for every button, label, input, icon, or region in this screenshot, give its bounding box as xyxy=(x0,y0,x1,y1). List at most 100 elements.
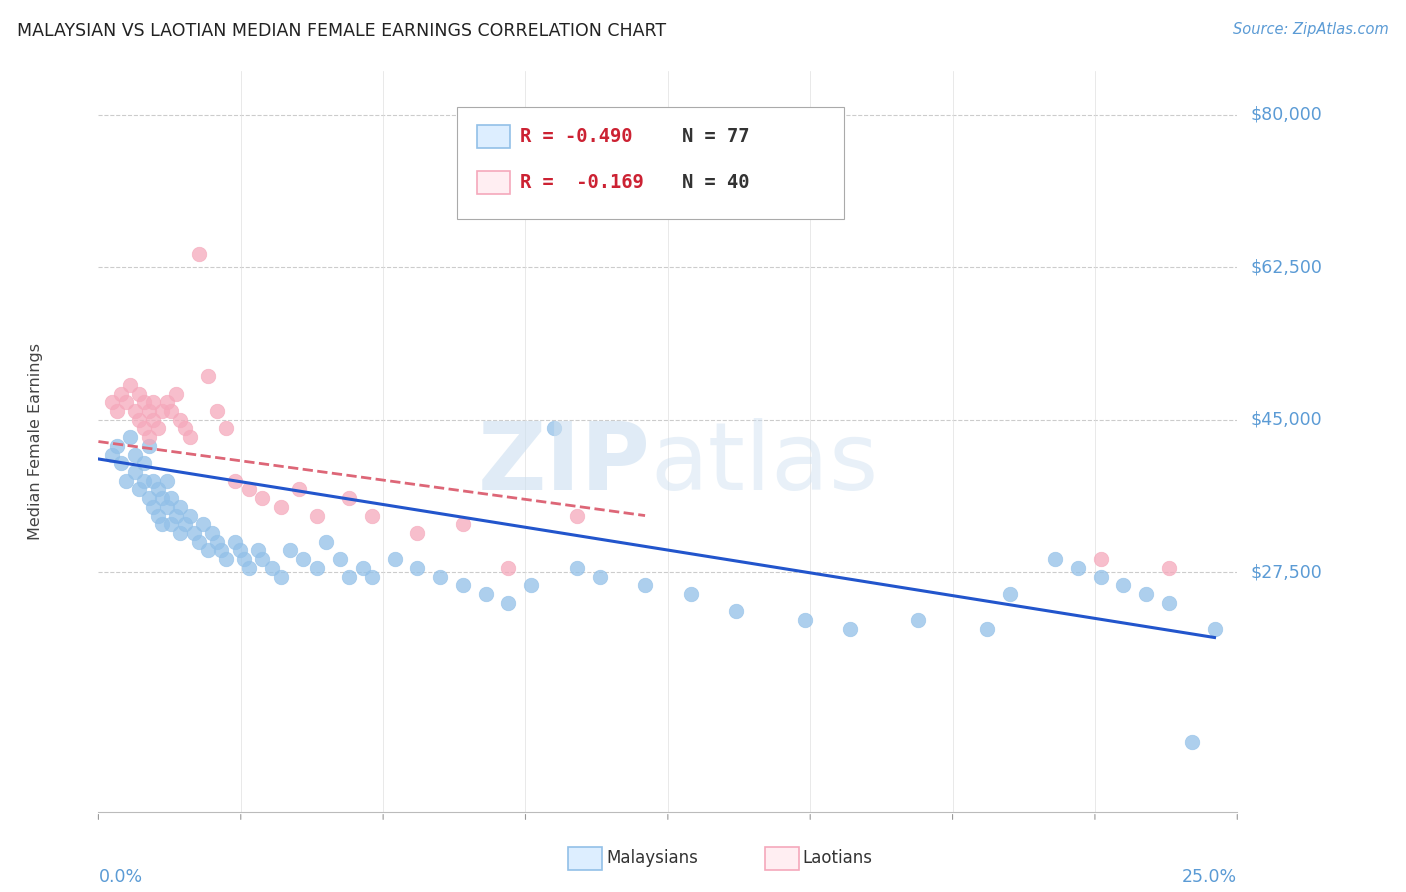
Point xyxy=(1090,552,1112,566)
Point xyxy=(209,543,232,558)
Point xyxy=(793,613,815,627)
Point xyxy=(1135,587,1157,601)
Point xyxy=(179,430,201,444)
Point xyxy=(329,552,352,566)
Point xyxy=(124,465,146,479)
Point xyxy=(384,552,406,566)
Point xyxy=(183,526,205,541)
Point xyxy=(128,386,150,401)
Point xyxy=(679,587,702,601)
Point xyxy=(246,543,269,558)
Point xyxy=(160,404,183,418)
Text: $27,500: $27,500 xyxy=(1251,563,1323,582)
Point xyxy=(288,483,311,497)
Point xyxy=(193,517,215,532)
Point xyxy=(142,500,165,514)
Text: MALAYSIAN VS LAOTIAN MEDIAN FEMALE EARNINGS CORRELATION CHART: MALAYSIAN VS LAOTIAN MEDIAN FEMALE EARNI… xyxy=(17,22,666,40)
Text: Median Female Earnings: Median Female Earnings xyxy=(28,343,44,540)
Point xyxy=(124,404,146,418)
Point xyxy=(142,474,165,488)
Point xyxy=(169,413,191,427)
Point xyxy=(520,578,543,592)
Point xyxy=(205,404,228,418)
Point xyxy=(725,604,748,618)
Point xyxy=(150,404,173,418)
Point xyxy=(907,613,929,627)
Point xyxy=(406,561,429,575)
Point xyxy=(1204,622,1226,636)
Point xyxy=(565,561,588,575)
Point xyxy=(101,395,124,409)
Text: 0.0%: 0.0% xyxy=(98,868,142,887)
Point xyxy=(352,561,374,575)
Point xyxy=(101,448,124,462)
Point xyxy=(238,561,260,575)
Point xyxy=(156,474,179,488)
Point xyxy=(120,430,142,444)
Point xyxy=(360,508,382,523)
Point xyxy=(105,439,128,453)
Text: Source: ZipAtlas.com: Source: ZipAtlas.com xyxy=(1233,22,1389,37)
Text: Laotians: Laotians xyxy=(803,849,873,867)
Point xyxy=(1112,578,1135,592)
Point xyxy=(132,456,155,470)
Point xyxy=(451,578,474,592)
Text: ZIP: ZIP xyxy=(478,417,651,509)
Point xyxy=(588,569,610,583)
Point xyxy=(138,439,160,453)
Point xyxy=(498,596,520,610)
Point xyxy=(1181,735,1204,749)
Text: R =  -0.169: R = -0.169 xyxy=(520,173,644,193)
Text: 25.0%: 25.0% xyxy=(1182,868,1237,887)
Point xyxy=(337,491,360,505)
Point xyxy=(224,474,246,488)
Point xyxy=(270,500,292,514)
Point xyxy=(187,534,209,549)
Point xyxy=(252,491,274,505)
Text: $62,500: $62,500 xyxy=(1251,259,1323,277)
Text: R = -0.490: R = -0.490 xyxy=(520,127,633,146)
Point xyxy=(1043,552,1066,566)
Point xyxy=(315,534,337,549)
Point xyxy=(1157,596,1180,610)
Point xyxy=(165,508,187,523)
Point xyxy=(105,404,128,418)
Text: N = 40: N = 40 xyxy=(682,173,749,193)
Point xyxy=(110,456,132,470)
Point xyxy=(205,534,228,549)
Point xyxy=(543,421,565,435)
Point xyxy=(278,543,301,558)
Point xyxy=(1067,561,1090,575)
Point xyxy=(474,587,496,601)
Point xyxy=(146,421,169,435)
Point xyxy=(174,421,197,435)
Point xyxy=(150,517,173,532)
Point xyxy=(120,378,142,392)
Point xyxy=(128,483,150,497)
Point xyxy=(1090,569,1112,583)
Point xyxy=(976,622,998,636)
Point xyxy=(150,491,173,505)
Point xyxy=(634,578,657,592)
Point xyxy=(292,552,315,566)
Point xyxy=(360,569,382,583)
Point xyxy=(142,395,165,409)
Text: $45,000: $45,000 xyxy=(1251,410,1323,429)
Point xyxy=(451,517,474,532)
Point xyxy=(138,404,160,418)
Point xyxy=(169,526,191,541)
Point xyxy=(132,395,155,409)
Point xyxy=(174,517,197,532)
Point xyxy=(260,561,283,575)
Point xyxy=(146,483,169,497)
Point xyxy=(307,508,329,523)
Point xyxy=(839,622,862,636)
Text: N = 77: N = 77 xyxy=(682,127,749,146)
Point xyxy=(132,421,155,435)
Point xyxy=(179,508,201,523)
Point xyxy=(565,508,588,523)
Point xyxy=(228,543,250,558)
Point xyxy=(1157,561,1180,575)
Text: Malaysians: Malaysians xyxy=(606,849,697,867)
Point xyxy=(128,413,150,427)
